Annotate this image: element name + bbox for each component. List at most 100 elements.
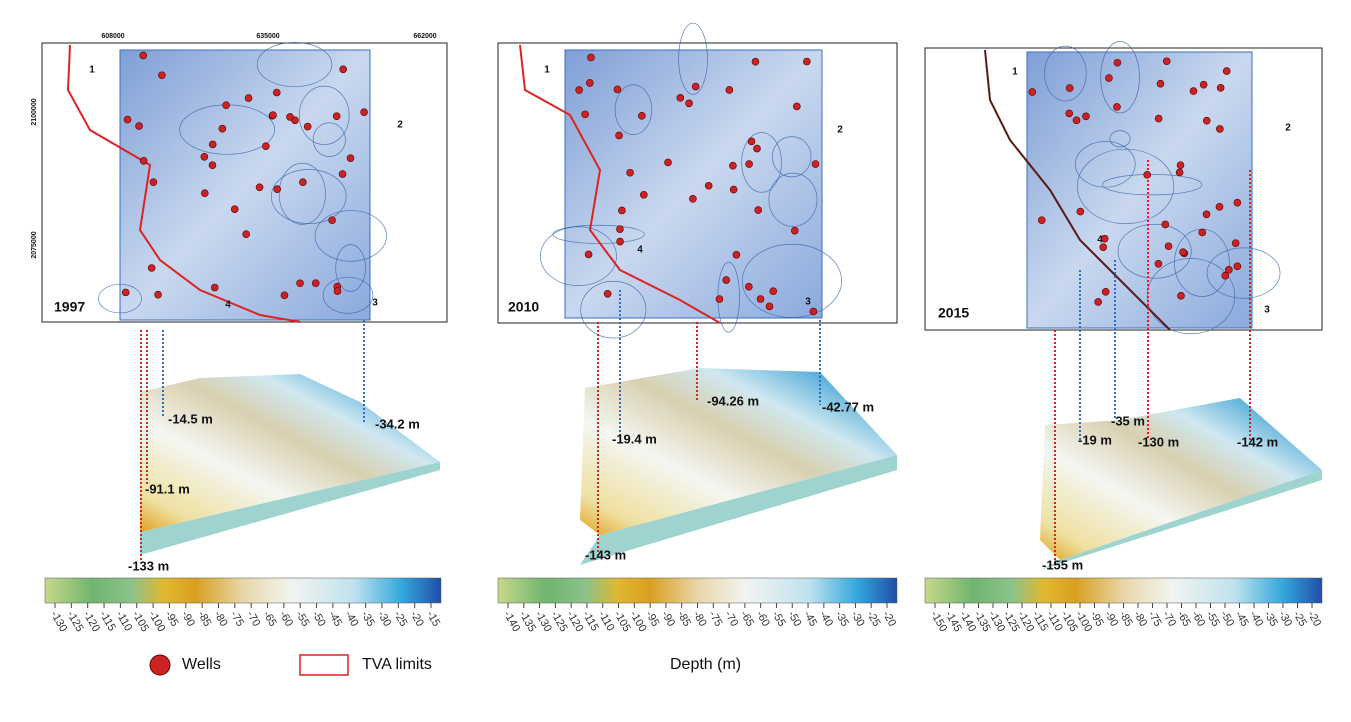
well (676, 94, 685, 102)
well (1028, 88, 1037, 96)
map-y-tick: 2100000 (31, 98, 38, 125)
well (311, 279, 320, 287)
well (272, 88, 281, 97)
well (729, 185, 738, 194)
well (332, 112, 341, 120)
well (139, 51, 148, 60)
well (747, 137, 756, 146)
depth-map (1026, 51, 1253, 329)
colorbar-label: -70 (722, 609, 740, 629)
well (210, 283, 219, 292)
well (586, 79, 594, 87)
colorbar-label: -45 (326, 609, 344, 629)
well (715, 295, 724, 303)
colorbar-label: -15 (424, 609, 442, 629)
colorbar-label: -125 (64, 609, 85, 634)
colorbar-label: -60 (1189, 609, 1207, 629)
tva-limit (984, 49, 1171, 331)
well (1233, 198, 1242, 207)
well (722, 276, 731, 284)
well (1072, 116, 1081, 125)
colorbar-label: -40 (342, 609, 360, 629)
depth-label: -94.26 m (707, 393, 759, 408)
colorbar (497, 577, 898, 604)
colorbar-label: -30 (848, 609, 866, 629)
well (1156, 79, 1165, 88)
colorbar (44, 577, 442, 604)
depth-map (564, 49, 823, 319)
colorbar-label: -50 (785, 609, 803, 629)
depth-label: -42.77 m (822, 399, 874, 414)
colorbar (924, 577, 1323, 604)
well (1164, 242, 1173, 251)
contour (314, 210, 387, 262)
well (201, 189, 209, 198)
well (575, 86, 583, 94)
well (1202, 116, 1211, 125)
well (242, 230, 250, 238)
contour (1102, 174, 1203, 196)
contour (278, 162, 326, 225)
legend-wells: Wells (182, 656, 221, 673)
well (691, 82, 700, 91)
region-label: 1 (89, 65, 95, 76)
contour (741, 243, 843, 318)
well (147, 264, 156, 272)
contour (312, 122, 346, 157)
depth-label: -133 m (128, 558, 169, 573)
block-side (580, 455, 897, 565)
well (222, 101, 230, 109)
legend: Wells TVA limits Depth (m) (149, 654, 741, 676)
well (765, 302, 774, 311)
well (208, 140, 217, 149)
well (640, 190, 648, 199)
region-label: 4 (225, 300, 231, 311)
colorbar-label: -110 (596, 609, 617, 633)
contour (540, 226, 617, 286)
year: 2015 (938, 305, 969, 321)
well (751, 57, 760, 66)
well (616, 225, 624, 233)
well (689, 195, 697, 203)
colorbar-label: -25 (864, 609, 882, 629)
colorbar-label: -60 (754, 609, 772, 629)
contour (614, 84, 653, 135)
colorbar-label: -130 (48, 609, 69, 634)
contour (1109, 130, 1131, 148)
well (732, 250, 741, 259)
well (360, 108, 368, 117)
contour (1206, 247, 1281, 299)
colorbar-label: -90 (659, 609, 677, 629)
colorbar-label: -35 (1261, 609, 1279, 629)
colorbar-label: -60 (277, 609, 295, 629)
colorbar-label: -40 (817, 609, 835, 629)
well (244, 94, 253, 102)
colorbar-label: -80 (1131, 609, 1149, 629)
block-surface (580, 368, 897, 535)
region-label: 4 (1097, 235, 1103, 246)
well (1105, 74, 1113, 82)
contour (1100, 41, 1140, 114)
year: 2010 (508, 299, 539, 315)
well (1082, 112, 1090, 121)
well (1233, 262, 1242, 271)
contour (98, 283, 142, 314)
region-label: 2 (837, 125, 843, 136)
well (1222, 67, 1231, 75)
well (603, 289, 612, 298)
well (296, 279, 304, 288)
tva-limit (66, 44, 301, 323)
colorbar-label: -35 (358, 609, 376, 629)
colorbar-label: -70 (1160, 609, 1178, 629)
well (299, 178, 307, 187)
contour (678, 22, 708, 95)
colorbar-label: -35 (833, 609, 851, 629)
well (790, 226, 799, 235)
contour (552, 224, 645, 244)
well (745, 160, 753, 168)
colorbar-label: -120 (81, 609, 102, 634)
well (1065, 84, 1074, 92)
map-y-tick: 2075000 (31, 231, 38, 258)
colorbar-label: -75 (228, 609, 246, 629)
well (756, 295, 765, 303)
